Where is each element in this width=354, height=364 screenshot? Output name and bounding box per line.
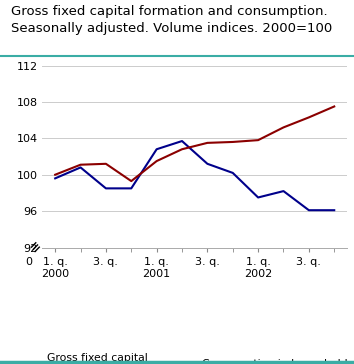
Text: Gross fixed capital formation and consumption.
Seasonally adjusted. Volume indic: Gross fixed capital formation and consum… bbox=[11, 5, 332, 35]
Legend: Gross fixed capital
formation, Mainland-
Norway, Consumption in households
and N: Gross fixed capital formation, Mainland-… bbox=[17, 353, 354, 364]
Text: 0: 0 bbox=[25, 257, 32, 266]
